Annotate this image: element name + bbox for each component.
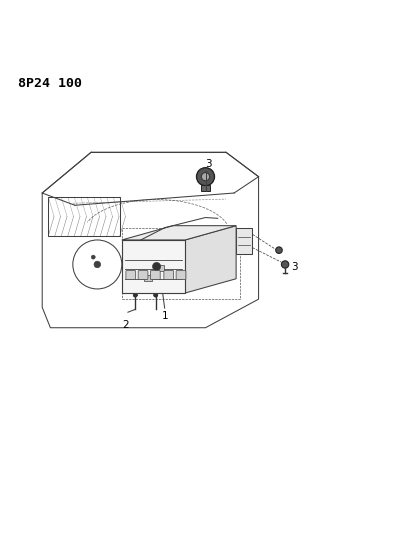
Polygon shape — [122, 225, 236, 240]
Text: 1: 1 — [162, 311, 168, 321]
Bar — [201, 185, 210, 191]
Text: 2: 2 — [122, 320, 129, 330]
Text: 3: 3 — [206, 158, 212, 168]
Circle shape — [282, 261, 289, 268]
Bar — [144, 275, 152, 281]
Circle shape — [196, 168, 215, 185]
Circle shape — [91, 255, 95, 259]
Bar — [48, 197, 120, 236]
FancyBboxPatch shape — [150, 271, 160, 280]
Circle shape — [201, 173, 210, 181]
Text: 3: 3 — [291, 262, 298, 272]
FancyBboxPatch shape — [126, 271, 136, 280]
FancyBboxPatch shape — [164, 271, 174, 280]
Circle shape — [152, 262, 161, 271]
Bar — [122, 228, 240, 299]
FancyBboxPatch shape — [138, 271, 148, 280]
Text: 8P24 100: 8P24 100 — [18, 77, 82, 90]
Bar — [122, 240, 185, 293]
Circle shape — [94, 261, 101, 268]
Circle shape — [154, 293, 158, 297]
FancyBboxPatch shape — [176, 271, 186, 280]
Circle shape — [276, 247, 282, 253]
Bar — [157, 265, 164, 271]
Polygon shape — [185, 225, 236, 293]
Bar — [236, 228, 252, 254]
Circle shape — [133, 293, 137, 297]
